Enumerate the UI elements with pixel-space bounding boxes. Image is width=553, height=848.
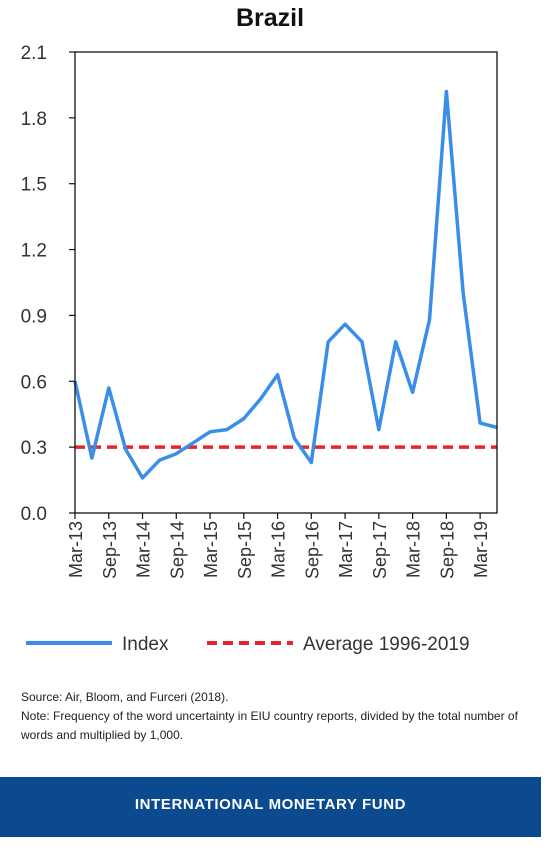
plot-frame bbox=[74, 51, 498, 514]
x-tick-label: Sep-18 bbox=[437, 521, 457, 579]
source-text: Source: Air, Bloom, and Furceri (2018). bbox=[21, 690, 229, 704]
legend-average-label: Average 1996-2019 bbox=[303, 634, 470, 655]
y-tick-label: 1.8 bbox=[21, 109, 47, 130]
legend-index-label: Index bbox=[122, 634, 169, 655]
y-tick-label: 0.6 bbox=[21, 372, 47, 393]
x-tick-label: Sep-15 bbox=[235, 521, 255, 579]
footer-org-name: INTERNATIONAL MONETARY FUND bbox=[134, 796, 407, 813]
footer-banner: INTERNATIONAL MONETARY FUND bbox=[0, 777, 541, 837]
chart-title: Brazil bbox=[235, 4, 305, 32]
y-tick-label: 0.3 bbox=[21, 438, 47, 459]
y-tick-label: 0.0 bbox=[21, 504, 47, 525]
x-tick-label: Mar-14 bbox=[134, 521, 154, 578]
x-axis: Mar-13 Sep-13 Mar-14 Sep-14 Mar-15 Sep-15 Mar-… bbox=[66, 513, 491, 579]
series-layer bbox=[73, 89, 498, 480]
x-tick-label: Mar-19 bbox=[471, 521, 491, 578]
note-text: Note: Frequency of the word uncertainty … bbox=[21, 709, 518, 742]
x-tick-label: Sep-17 bbox=[370, 521, 390, 579]
line-chart: 0.00.30.60.91.21.51.82.1 Mar-13 Sep-13 Mar… bbox=[21, 43, 498, 655]
x-tick-label: Sep-16 bbox=[302, 521, 322, 579]
x-tick-label: Mar-18 bbox=[404, 521, 424, 578]
notes: Source: Air, Bloom, and Furceri (2018). … bbox=[21, 688, 521, 745]
x-tick-label: Mar-16 bbox=[269, 521, 289, 578]
y-tick-label: 1.5 bbox=[21, 175, 47, 196]
y-tick-label: 0.9 bbox=[21, 306, 47, 327]
y-tick-label: 2.1 bbox=[21, 43, 47, 64]
legend: Index Average 1996-2019 bbox=[26, 634, 470, 655]
y-axis: 0.0 0.3 0.6 0.9 1.2 1.5 1.8 2.1 bbox=[21, 43, 75, 525]
x-tick-label: Mar-17 bbox=[336, 521, 356, 578]
x-tick-label: Mar-15 bbox=[201, 521, 221, 578]
x-tick-label: Mar-13 bbox=[66, 521, 86, 578]
y-tick-label: 1.2 bbox=[21, 241, 47, 262]
x-tick-label: Sep-13 bbox=[100, 521, 120, 579]
index-line bbox=[73, 89, 498, 480]
x-tick-label: Sep-14 bbox=[167, 521, 187, 579]
